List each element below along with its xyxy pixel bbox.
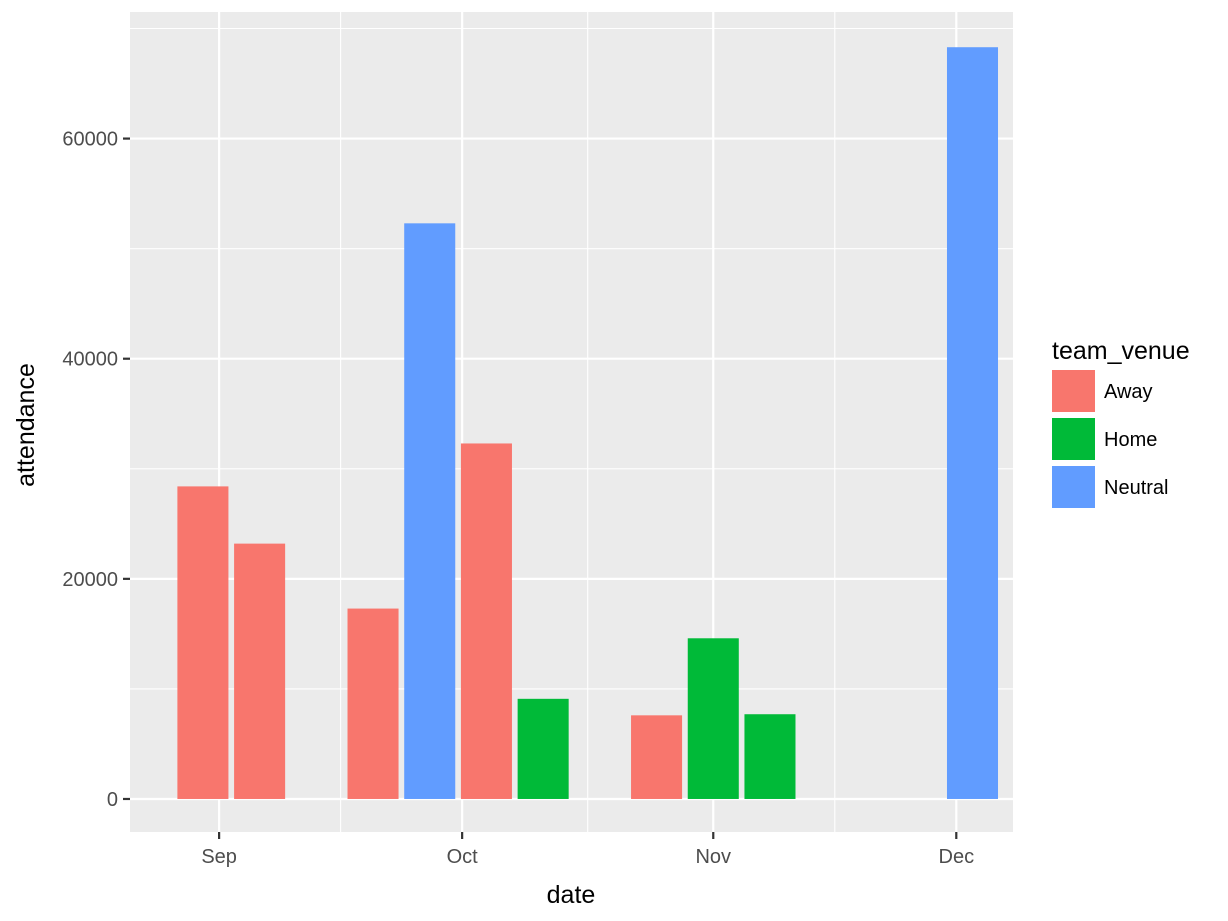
y-axis-title: attendance	[12, 363, 40, 487]
x-axis-title: date	[547, 881, 596, 909]
legend-label-home: Home	[1104, 429, 1157, 451]
legend-label-neutral: Neutral	[1104, 477, 1168, 499]
bar-home	[744, 714, 796, 799]
legend-key-home	[1052, 418, 1095, 460]
bar-away	[347, 608, 399, 799]
y-tick-label: 20000	[62, 569, 118, 591]
bar-home	[687, 638, 739, 799]
bar-away	[234, 543, 286, 799]
y-tick-label: 0	[107, 789, 118, 811]
legend: team_venue Away Home Neutral	[1052, 337, 1190, 508]
y-tick-label: 40000	[62, 349, 118, 371]
x-tick-label: Oct	[447, 846, 479, 868]
bars	[177, 47, 999, 799]
y-axis: 0 20000 40000 60000	[62, 129, 130, 811]
legend-title: team_venue	[1052, 337, 1190, 365]
bar-away	[460, 443, 512, 799]
bar-away	[631, 715, 683, 799]
bar-away	[177, 486, 229, 799]
x-tick-label: Sep	[201, 846, 237, 868]
bar-neutral	[404, 223, 456, 799]
x-axis: Sep Oct Nov Dec	[201, 832, 974, 868]
bar-neutral	[946, 47, 999, 799]
legend-label-away: Away	[1104, 381, 1153, 403]
legend-key-away	[1052, 370, 1095, 412]
x-tick-label: Dec	[939, 846, 975, 868]
y-tick-label: 60000	[62, 129, 118, 151]
x-tick-label: Nov	[695, 846, 731, 868]
bar-home	[517, 698, 569, 799]
legend-key-neutral	[1052, 466, 1095, 508]
